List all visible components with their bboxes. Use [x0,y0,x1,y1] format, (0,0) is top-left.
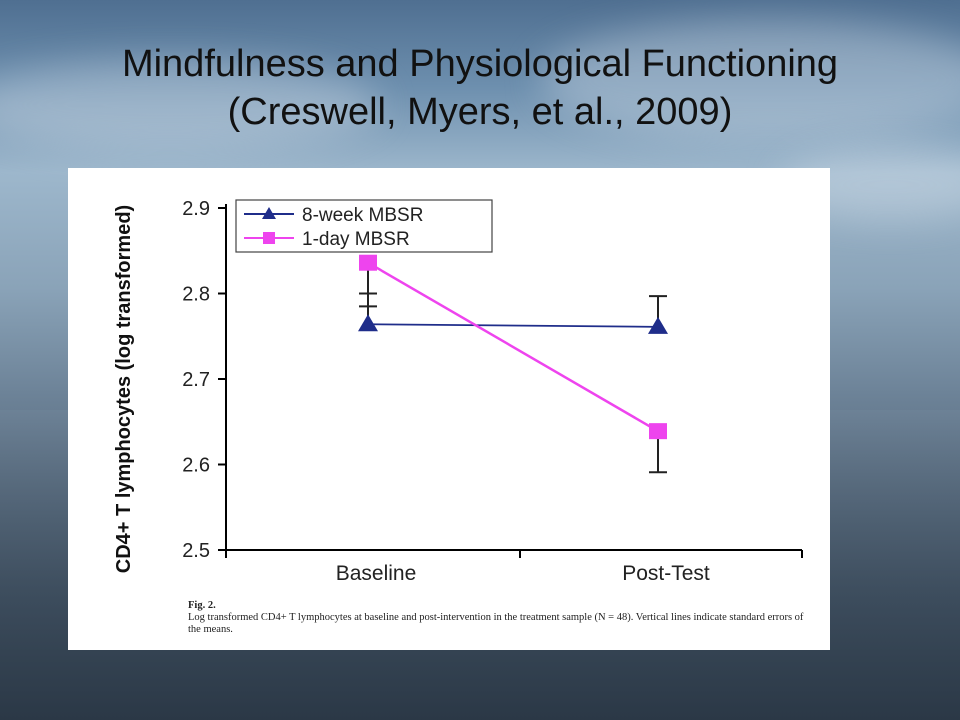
slide-title-line1: Mindfulness and Physiological Functionin… [121,43,839,85]
legend-label: 1-day MBSR [302,229,410,250]
figure-panel: 2.5 2.6 2.7 2.8 2.9 Baseline Post-Test CD4+ T l… [68,168,830,650]
data-point [649,423,667,440]
x-tick-label: Baseline [336,562,417,585]
y-axis-label: CD4+ T lymphocytes (log transformed) [113,205,135,573]
cloud-decoration [0,60,380,150]
legend-marker [262,207,276,219]
figure-caption: Fig. 2. Log transformed CD4+ T lymphocyt… [188,600,808,636]
data-point [358,314,378,332]
figure-caption-label: Fig. 2. [188,600,216,611]
data-point [359,254,377,271]
cloud-decoration [540,20,960,140]
data-point [648,316,668,334]
chart-series [358,254,668,474]
y-tick-label: 2.7 [182,369,210,391]
series-line [367,261,659,433]
legend-box [235,199,493,253]
legend-marker [263,232,275,244]
y-tick-label: 2.9 [182,198,210,220]
y-tick-label: 2.5 [182,540,210,562]
x-tick-label: Post-Test [622,562,710,585]
legend-label: 8-week MBSR [302,205,423,226]
figure-caption-text: Log transformed CD4+ T lymphocytes at ba… [188,612,804,635]
line-chart: 2.5 2.6 2.7 2.8 2.9 Baseline Post-Test CD4+ T l… [113,198,803,585]
chart-axes: 2.5 2.6 2.7 2.8 2.9 Baseline Post-Test CD4+ T l… [113,198,803,585]
slide-title: Mindfulness and Physiological Functionin… [0,40,960,136]
y-tick-label: 2.8 [182,284,210,306]
chart-legend: 8-week MBSR 1-day MBSR [235,199,493,253]
y-tick-label: 2.6 [182,455,210,477]
series-line [367,323,659,328]
slide-title-line2: (Creswell, Myers, et al., 2009) [227,91,733,133]
